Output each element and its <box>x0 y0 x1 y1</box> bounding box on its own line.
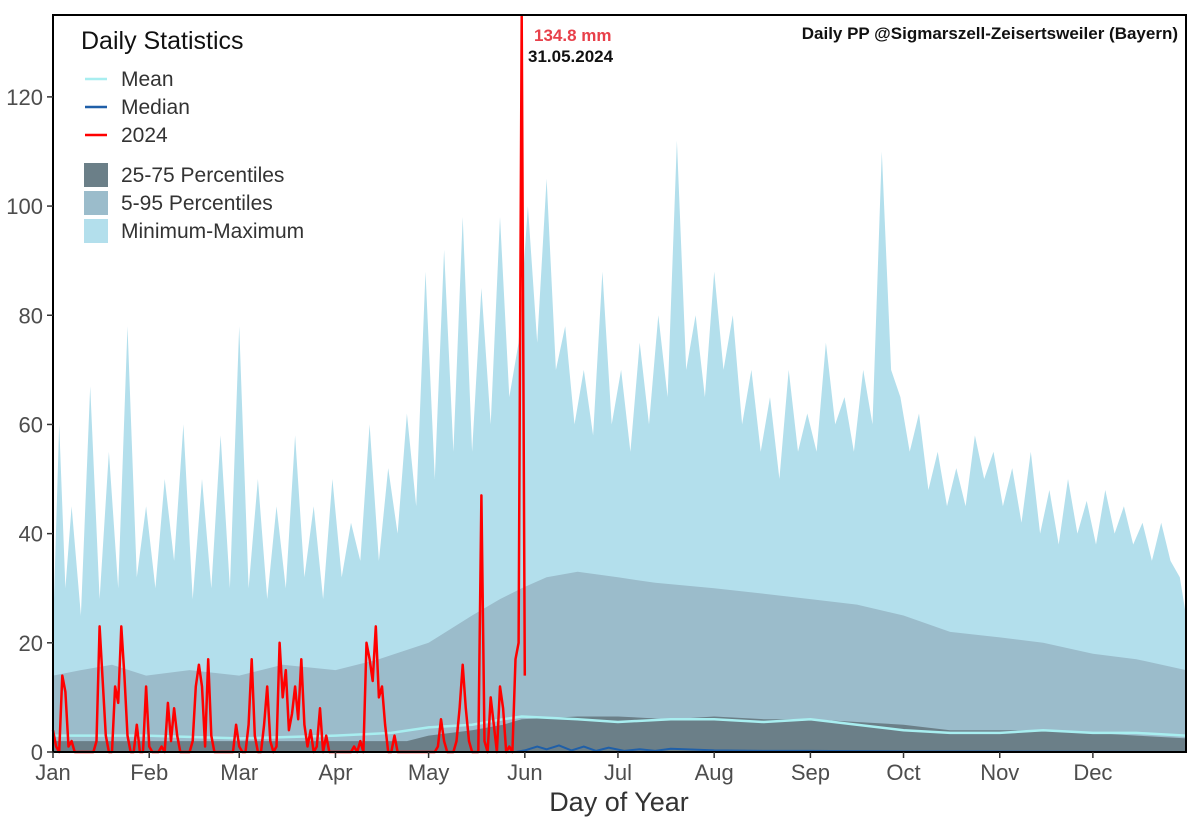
y-tick-label: 0 <box>31 740 43 765</box>
x-tick-label: Apr <box>318 760 352 785</box>
series-line-mean <box>53 715 1187 740</box>
band-layer <box>53 140 1186 753</box>
peak-annotation-date: 31.05.2024 <box>528 47 614 66</box>
legend-line-entries: Mean Median 2024 <box>85 68 190 147</box>
y-tick-label: 80 <box>19 303 43 328</box>
series-line-median <box>53 744 1187 753</box>
y-tick-label: 100 <box>6 194 43 219</box>
y-tick-label: 60 <box>19 412 43 437</box>
band-25-75-percentiles <box>53 716 1186 752</box>
x-tick-label: Nov <box>980 760 1019 785</box>
peak-annotation-value: 134.8 mm <box>534 26 612 45</box>
y-tick-label: 120 <box>6 85 43 110</box>
legend-label-5-95-percentiles: 5-95 Percentiles <box>121 192 273 215</box>
legend-title: Daily Statistics <box>81 27 244 55</box>
x-tick-label: Jun <box>507 760 542 785</box>
x-tick-label: Dec <box>1073 760 1112 785</box>
y-tick-label: 40 <box>19 522 43 547</box>
legend-label-25-75-percentiles: 25-75 Percentiles <box>121 164 284 187</box>
x-tick-label: Sep <box>791 760 830 785</box>
legend-label-mean: Mean <box>121 68 174 91</box>
y-axis: 0 20 40 60 80 100 120 <box>6 85 53 765</box>
band-minimum-maximum <box>53 140 1186 753</box>
legend-label-median: Median <box>121 96 190 119</box>
legend-label-minimum-maximum: Minimum-Maximum <box>121 220 304 243</box>
legend-band-entries: 25-75 Percentiles 5-95 Percentiles Minimum… <box>84 163 304 243</box>
plot-border <box>52 14 1187 753</box>
x-tick-label: Jan <box>35 760 70 785</box>
y-tick-label: 20 <box>19 631 43 656</box>
chart-title: Daily PP @Sigmarszell-Zeisertsweiler (Ba… <box>802 24 1178 43</box>
legend-label-2024: 2024 <box>121 124 168 147</box>
x-tick-label: Oct <box>886 760 920 785</box>
x-tick-label: Aug <box>695 760 734 785</box>
legend-key-25-75-percentiles <box>84 163 108 187</box>
legend-key-5-95-percentiles <box>84 191 108 215</box>
x-tick-label: Jul <box>604 760 632 785</box>
x-tick-label: May <box>408 760 450 785</box>
band-5-95-percentiles <box>53 571 1186 752</box>
legend-key-minimum-maximum <box>84 219 108 243</box>
x-axis: Jan Feb Mar Apr May Jun Jul Aug Sep Oct Nov Dec <box>35 752 1112 785</box>
x-tick-label: Feb <box>130 760 168 785</box>
x-tick-label: Mar <box>220 760 258 785</box>
x-axis-title: Day of Year <box>549 787 689 817</box>
legend: Daily Statistics Mean Median 2024 25-75 Pe… <box>81 27 304 243</box>
